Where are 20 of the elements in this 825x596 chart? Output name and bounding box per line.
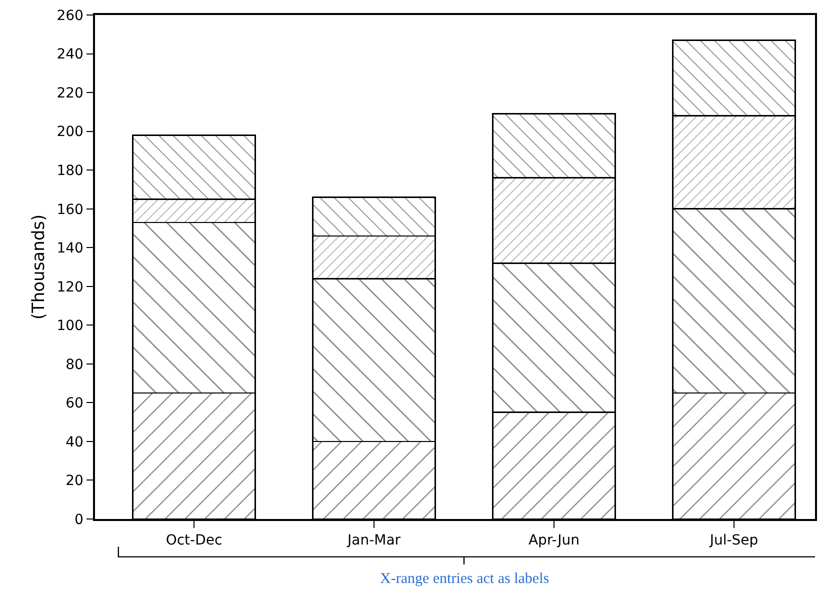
y-tick-label: 120: [56, 279, 84, 296]
y-tick-label: 0: [74, 512, 84, 528]
y-tick-label: 160: [56, 202, 84, 218]
y-tick-label: 100: [56, 318, 84, 334]
text: X-range entries act as labels: [380, 571, 550, 587]
y-tick-label: 140: [56, 240, 84, 257]
y-tick-label: 20: [66, 473, 84, 490]
y-tick-label: 220: [56, 85, 84, 102]
x-tick-label: Jul-Sep: [708, 532, 758, 549]
x-tick-label: Oct-Dec: [166, 532, 222, 549]
y-tick-label: 240: [56, 46, 84, 63]
y-tick-label: 180: [56, 162, 84, 179]
x-tick-label: Apr-Jun: [528, 532, 580, 549]
y-tick-label: 40: [66, 434, 84, 450]
y-tick-label: 80: [66, 356, 84, 373]
y-tick-label: 260: [56, 8, 84, 24]
y-tick-label: 200: [56, 124, 84, 140]
y-axis-title: (Thousands): [28, 214, 49, 320]
x-tick-label: Jan-Mar: [346, 532, 401, 549]
y-tick-label: 60: [66, 396, 84, 412]
